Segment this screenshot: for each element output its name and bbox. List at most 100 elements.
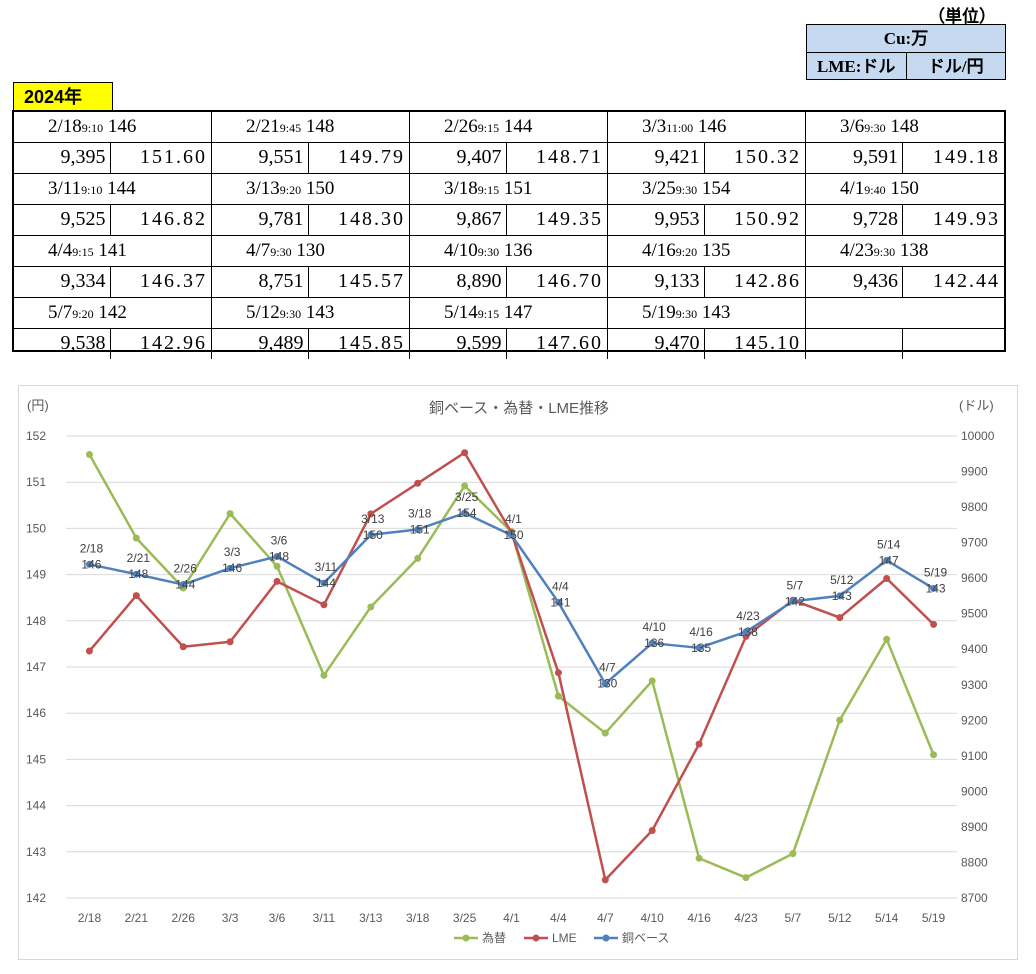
data-point [226,564,234,572]
price-date: 3/119:10 144 [14,174,211,205]
data-point [320,579,328,587]
date-text: 5/12 [246,302,280,323]
data-point [414,479,422,487]
data-point [601,729,609,737]
annotation-value: 144 [316,576,336,590]
base-price: 147 [503,302,533,323]
chart-title: 銅ベース・為替・LME推移 [429,400,609,417]
lme-value: 9,525 [14,204,111,235]
base-price: 148 [305,116,335,137]
price-date: 2/219:45 148 [212,112,409,143]
date-text: 3/25 [642,178,676,199]
data-point [226,510,234,518]
legend-label: LME [552,931,577,945]
price-date: 5/129:30 143 [212,298,409,329]
annotation-value: 150 [503,528,523,542]
right-tick-label: 10000 [961,429,995,443]
time-text: 9:20 [675,245,698,259]
legend-label: 銅ベース [622,931,669,945]
lme-value [806,328,904,359]
x-tick-label: 2/21 [125,911,149,925]
data-point [367,603,375,611]
left-tick-label: 152 [26,429,46,443]
price-cell: 2/219:45 148 9,551 149.79 [212,112,410,174]
x-tick-label: 5/12 [828,911,852,925]
price-date: 4/49:15 141 [14,236,211,267]
price-cell: 3/259:30 154 9,953 150.92 [608,174,806,236]
base-price: 150 [305,178,335,199]
price-cell: 5/199:30 143 9,470 145.10 [608,298,806,359]
yen-value: 151.60 [140,145,207,168]
yen-value: 142.44 [933,269,1000,292]
data-point [461,449,469,457]
time-text: 11:00 [666,121,694,135]
data-point [883,635,891,643]
lme-value: 9,591 [806,142,904,173]
date-text: 4/23 [840,240,874,261]
legend-label: 為替 [482,931,506,945]
time-text: 9:15 [72,245,94,259]
price-date: 2/189:10 146 [14,112,211,143]
x-tick-label: 4/23 [734,911,758,925]
data-point [742,874,750,882]
x-tick-label: 4/1 [503,911,520,925]
x-tick-label: 5/14 [875,911,899,925]
annotation-value: 150 [363,528,383,542]
unit-cu: Cu:万 [807,25,1005,53]
data-point [273,562,281,570]
price-cell: 3/139:20 150 9,781 148.30 [212,174,410,236]
annotation-value: 136 [644,636,664,650]
data-point [226,638,234,646]
annotation-date: 2/18 [80,541,104,555]
time-text: 9:30 [864,121,886,135]
price-table: 2/189:10 146 9,395 151.60 2/219:45 148 9,551… [12,110,1006,359]
x-tick-label: 2/18 [78,911,102,925]
data-point [930,751,938,759]
unit-lme: LME:ドル [807,53,907,80]
line-chart: 142 143 144 145 146 147 148 149 150 151 152 8700 880… [26,398,995,945]
time-text: 9:30 [675,183,698,197]
annotation-date: 4/23 [736,609,760,623]
data-point [508,531,515,539]
annotation-value: 154 [457,506,477,520]
legend-marker [462,934,470,942]
annotation-value: 143 [926,581,946,595]
price-cell: 4/19:40 150 9,728 149.93 [806,174,1004,236]
data-point [132,570,140,578]
data-point [179,643,187,651]
data-point [85,647,93,655]
right-tick-label: 8700 [961,891,988,905]
x-tick-label: 4/10 [641,911,665,925]
time-text: 9:45 [279,121,302,135]
left-tick-label: 149 [26,568,46,582]
annotation-date: 2/26 [174,562,198,576]
unit-yen: ドル/円 [927,57,984,76]
time-text: 9:15 [477,121,500,135]
annotation-value: 146 [81,557,101,571]
yen-value: 149.93 [933,207,1000,230]
yen-value: 148.30 [338,207,405,230]
annotation-value: 147 [879,553,899,567]
annotation-date: 3/18 [408,506,432,520]
time-text: 9:10 [81,183,103,197]
data-point [85,560,93,568]
yen-value: 149.79 [338,145,405,168]
annotation-value: 143 [832,589,852,603]
time-text: 9:30 [477,245,500,259]
left-axis-label: (円) [27,398,49,413]
price-date: 4/109:30 136 [410,236,607,267]
yen-value: 146.37 [140,269,207,292]
right-tick-label: 9700 [961,536,988,550]
data-point [461,509,469,517]
date-text: 5/14 [444,302,478,323]
annotation-date: 4/10 [643,620,667,634]
price-cell: 5/129:30 143 9,489 145.85 [212,298,410,359]
data-point [132,592,140,600]
data-point [601,876,609,884]
date-text: 3/6 [840,116,865,137]
legend-marker [602,934,610,942]
price-date: 4/19:40 150 [806,174,1004,205]
data-point [695,740,703,748]
right-axis-label: (ドル) [959,398,994,413]
date-text: 4/16 [642,240,676,261]
